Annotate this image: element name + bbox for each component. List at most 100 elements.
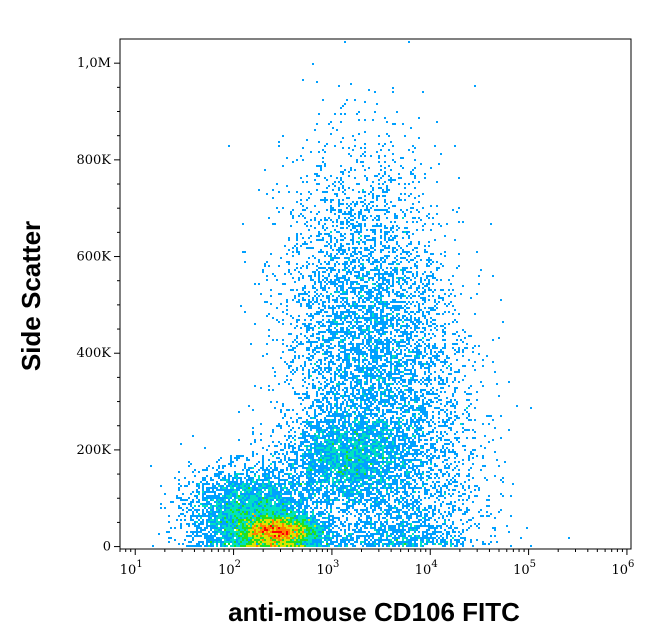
- density-cell: [438, 313, 440, 315]
- density-cell: [388, 445, 390, 447]
- density-cell: [370, 277, 372, 279]
- density-cell: [372, 449, 374, 451]
- density-cell: [352, 405, 354, 407]
- density-cell: [372, 427, 374, 429]
- density-cell: [342, 449, 344, 451]
- density-cell: [382, 175, 384, 177]
- density-cell: [342, 371, 344, 373]
- density-cell: [448, 365, 450, 367]
- density-cell: [422, 411, 424, 413]
- density-cell: [432, 319, 434, 321]
- density-cell: [322, 403, 324, 405]
- density-cell: [318, 425, 320, 427]
- density-cell: [358, 299, 360, 301]
- density-cell: [368, 259, 370, 261]
- density-cell: [342, 321, 344, 323]
- density-cell: [464, 429, 466, 431]
- density-cell: [404, 289, 406, 291]
- density-cell: [328, 371, 330, 373]
- density-cell: [382, 189, 384, 191]
- density-cell: [316, 213, 318, 215]
- density-cell: [398, 245, 400, 247]
- density-cell: [320, 441, 322, 443]
- density-cell: [442, 365, 444, 367]
- density-cell: [398, 449, 400, 451]
- density-cell: [442, 451, 444, 453]
- density-cell: [446, 377, 448, 379]
- density-cell: [334, 441, 336, 443]
- density-cell: [334, 255, 336, 257]
- density-cell: [344, 331, 346, 333]
- density-cell: [370, 297, 372, 299]
- density-cell: [382, 275, 384, 277]
- density-cell: [264, 169, 266, 171]
- density-cell: [374, 335, 376, 337]
- density-cell: [350, 263, 352, 265]
- density-cell: [340, 335, 342, 337]
- density-cell: [388, 393, 390, 395]
- density-cell: [356, 409, 358, 411]
- density-cell: [376, 357, 378, 359]
- density-cell: [418, 211, 420, 213]
- density-cell: [346, 403, 348, 405]
- density-cell: [352, 251, 354, 253]
- density-cell: [440, 399, 442, 401]
- density-cell: [324, 163, 326, 165]
- density-cell: [378, 275, 380, 277]
- density-cell: [324, 307, 326, 309]
- density-cell: [340, 113, 342, 115]
- density-cell: [350, 443, 352, 445]
- density-cell: [368, 305, 370, 307]
- density-cell: [428, 325, 430, 327]
- density-cell: [378, 293, 380, 295]
- density-cell: [420, 259, 422, 261]
- density-cell: [440, 279, 442, 281]
- density-cell: [334, 439, 336, 441]
- density-cell: [336, 415, 338, 417]
- density-cell: [380, 391, 382, 393]
- density-cell: [320, 219, 322, 221]
- density-cell: [324, 177, 326, 179]
- density-cell: [292, 369, 294, 371]
- density-cell: [320, 199, 322, 201]
- density-cell: [360, 453, 362, 455]
- density-cell: [330, 427, 332, 429]
- density-cell: [392, 327, 394, 329]
- density-cell: [416, 341, 418, 343]
- density-cell: [450, 423, 452, 425]
- density-cell: [336, 393, 338, 395]
- density-cell: [370, 373, 372, 375]
- density-cell: [386, 361, 388, 363]
- density-cell: [424, 327, 426, 329]
- density-cell: [310, 449, 312, 451]
- density-cell: [366, 273, 368, 275]
- density-cell: [448, 427, 450, 429]
- density-cell: [394, 447, 396, 449]
- density-cell: [348, 153, 350, 155]
- density-cell: [378, 301, 380, 303]
- density-cell: [340, 183, 342, 185]
- density-cell: [350, 239, 352, 241]
- density-cell: [420, 293, 422, 295]
- density-cell: [388, 341, 390, 343]
- density-cell: [418, 137, 420, 139]
- density-cell: [382, 341, 384, 343]
- density-cell: [358, 277, 360, 279]
- density-cell: [318, 307, 320, 309]
- density-cell: [458, 177, 460, 179]
- density-cell: [314, 435, 316, 437]
- density-cell: [384, 161, 386, 163]
- density-cell: [392, 311, 394, 313]
- density-cell: [360, 397, 362, 399]
- density-cell: [416, 433, 418, 435]
- density-cell: [358, 275, 360, 277]
- density-cell: [374, 317, 376, 319]
- density-cell: [344, 347, 346, 349]
- density-cell: [394, 381, 396, 383]
- density-cell: [360, 279, 362, 281]
- density-cell: [416, 353, 418, 355]
- density-cell: [394, 341, 396, 343]
- density-cell: [396, 413, 398, 415]
- density-cell: [356, 347, 358, 349]
- density-cell: [262, 269, 264, 271]
